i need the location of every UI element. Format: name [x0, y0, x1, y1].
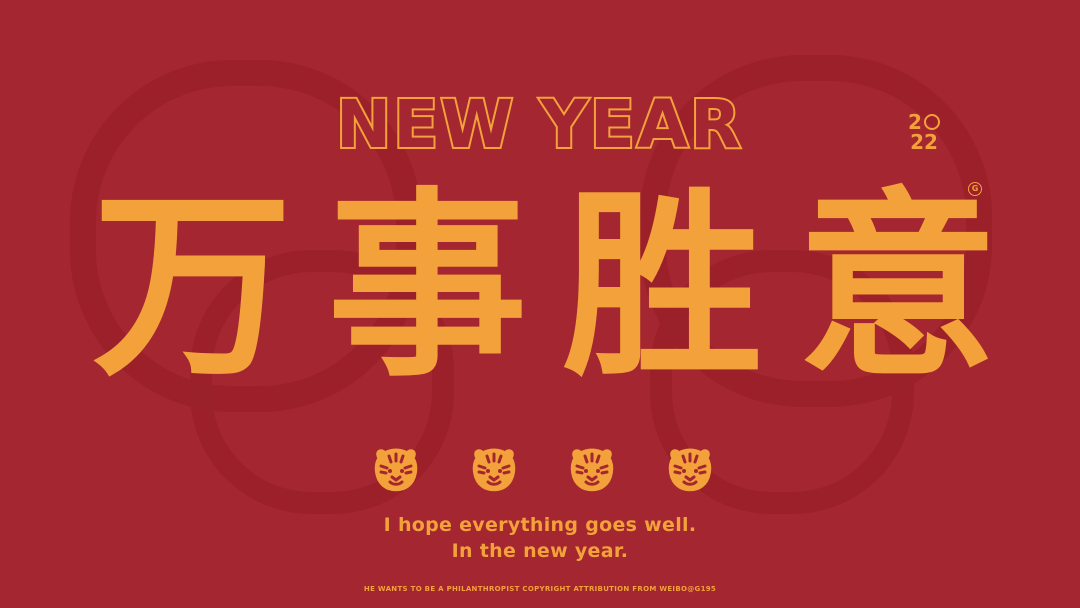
tiger-face-icon — [472, 448, 516, 492]
new-year-heading: NEW YEAR — [334, 86, 743, 163]
headline-char-3: 胜 — [562, 171, 763, 404]
copyright-footer: HE WANTS TO BE A PHILANTHROPIST COPYRIGH… — [363, 585, 717, 593]
tiger-icon-row — [371, 444, 715, 496]
tiger-face-icon — [374, 448, 418, 492]
year-digit-top: 2 — [908, 110, 922, 134]
year-badge: 2 22 — [904, 112, 944, 152]
headline-char-1: 万 — [92, 171, 293, 404]
headline-char-2: 事 — [327, 171, 528, 404]
smiley-icon — [923, 114, 940, 130]
headline-char-4: 意 — [797, 171, 998, 404]
headline: 万 事 胜 意 — [80, 178, 1010, 398]
tiger-face-icon — [570, 448, 614, 492]
year-digits-bottom: 22 — [910, 130, 938, 154]
tiger-face-icon — [668, 448, 712, 492]
tagline-line-1: I hope everything goes well. — [383, 514, 697, 536]
tagline-line-2: In the new year. — [451, 540, 629, 562]
registered-mark-icon: G — [968, 182, 982, 196]
